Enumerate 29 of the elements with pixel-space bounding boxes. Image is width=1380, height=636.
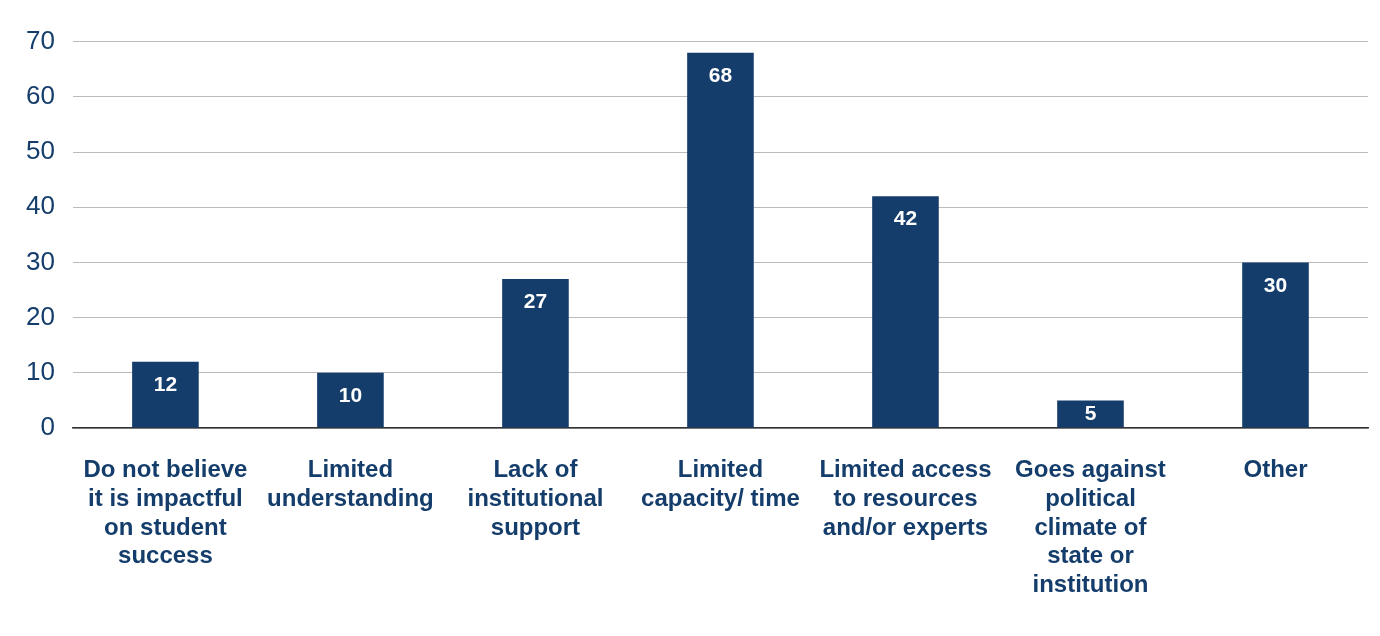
x-tick-label: Do not believe it is impactful on student success: [83, 455, 248, 569]
x-tick-label: Goes against political climate of state or institution: [1015, 455, 1166, 598]
bar: [687, 52, 754, 428]
y-tick-label: 10: [26, 355, 55, 386]
y-tick-label: 60: [26, 79, 55, 110]
bar: [1057, 400, 1124, 428]
y-tick-label: 70: [26, 24, 55, 55]
x-tick-label: Lack of institutional support: [467, 455, 604, 540]
bar: [317, 372, 384, 428]
y-tick-label: 30: [26, 245, 55, 276]
data-label: 10: [338, 383, 363, 407]
data-label: 27: [523, 289, 548, 313]
x-tick-label: Limited access to resources and/or experts: [819, 455, 992, 540]
x-tick-label: Limited understanding: [267, 455, 434, 511]
y-tick-label: 50: [26, 135, 55, 166]
bar: [132, 361, 199, 428]
data-label: 42: [893, 206, 918, 230]
data-label: 5: [1084, 401, 1097, 425]
bar: [1242, 262, 1309, 428]
x-tick-label: Other: [1243, 455, 1308, 483]
data-label: 30: [1263, 272, 1288, 296]
bar: [872, 196, 939, 428]
data-label: 68: [708, 62, 733, 86]
data-label: 12: [153, 372, 178, 396]
y-tick-label: 20: [26, 300, 55, 331]
bar: [502, 278, 569, 428]
y-tick-label: 0: [40, 411, 55, 442]
y-tick-label: 40: [26, 190, 55, 221]
x-tick-label: Limited capacity/ time: [641, 455, 800, 511]
